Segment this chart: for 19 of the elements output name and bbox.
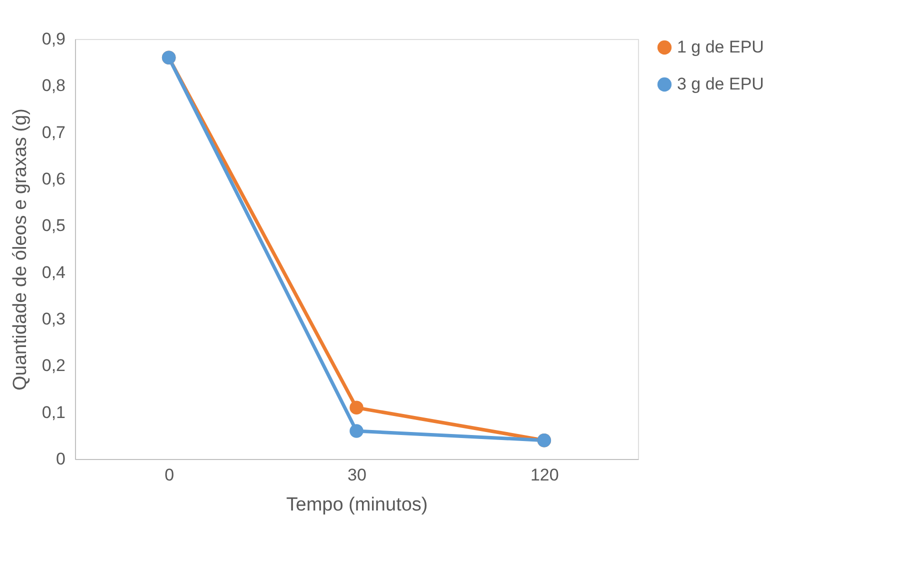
point bbox=[350, 400, 364, 415]
y-tick-label: 0,5 bbox=[42, 216, 66, 236]
x-tick-label: 30 bbox=[348, 466, 366, 484]
legend-label: 1 g de EPU bbox=[677, 38, 764, 56]
y-tick-label: 0 bbox=[56, 450, 66, 468]
y-tick-label: 0,2 bbox=[42, 356, 66, 376]
point bbox=[350, 424, 364, 438]
legend-label: 3 g de EPU bbox=[677, 74, 764, 94]
y-tick-label: 0,9 bbox=[42, 30, 66, 48]
y-tick-label: 0,1 bbox=[42, 402, 66, 422]
x-axis-title: Tempo (minutos) bbox=[286, 494, 428, 516]
y-tick-label: 0,8 bbox=[42, 76, 66, 96]
y-tick-label: 0,3 bbox=[42, 310, 66, 328]
x-tick-label: 120 bbox=[530, 466, 559, 484]
y-tick-label: 0,4 bbox=[42, 262, 66, 282]
y-tick-label: 0,6 bbox=[42, 170, 66, 188]
y-axis-title: Quantidade de óleos e graxas (g) bbox=[10, 108, 31, 391]
y-tick-label: 0,7 bbox=[42, 122, 66, 142]
x-tick-label: 0 bbox=[164, 466, 174, 484]
